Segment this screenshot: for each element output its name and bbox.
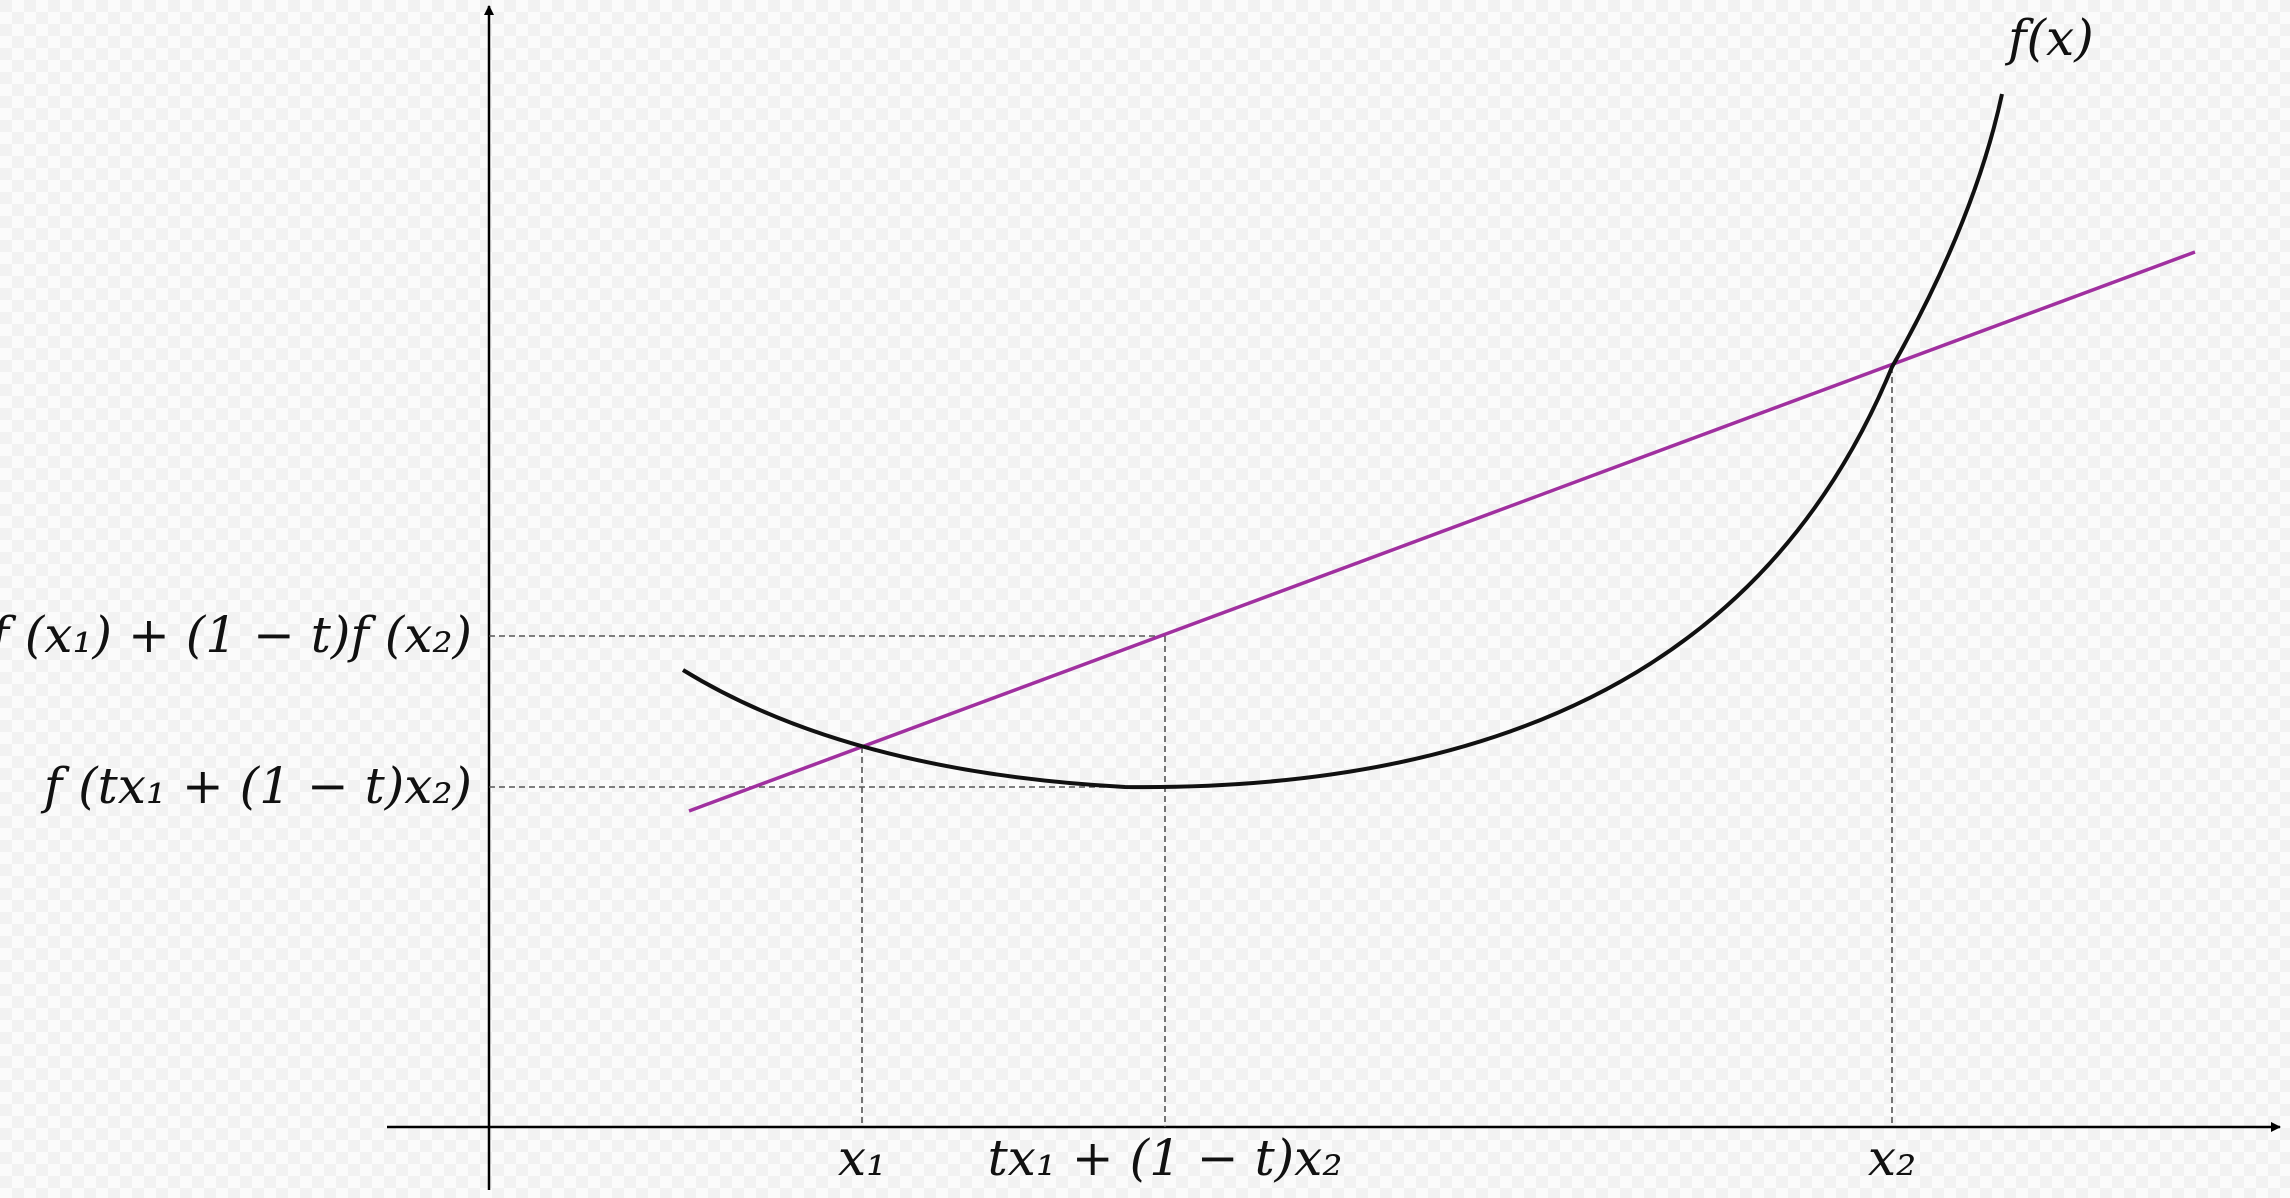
secant-chord-line xyxy=(688,250,2196,813)
function-curve xyxy=(681,93,2004,790)
x-label-x1: x₁ xyxy=(838,1129,886,1187)
guide-lines xyxy=(489,367,1893,1127)
y-label-function-value: f (tx₁ + (1 − t)x₂) xyxy=(40,757,472,815)
x-label-x2: x₂ xyxy=(1868,1129,1916,1187)
x-label-mix: tx₁ + (1 − t)x₂ xyxy=(988,1129,1343,1187)
curve-label: f(x) xyxy=(2004,9,2094,67)
y-label-chord-value: tf (x₁) + (1 − t)f (x₂) xyxy=(0,606,472,664)
